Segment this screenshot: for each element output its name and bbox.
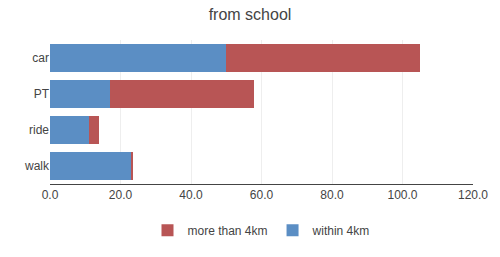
svg-text:120.0: 120.0: [458, 188, 488, 202]
svg-text:100.0: 100.0: [387, 188, 417, 202]
svg-text:20.0: 20.0: [109, 188, 133, 202]
svg-text:60.0: 60.0: [250, 188, 274, 202]
svg-text:ride: ride: [29, 123, 49, 137]
svg-text:within 4km: within 4km: [312, 224, 370, 238]
svg-text:car: car: [32, 51, 49, 65]
svg-text:PT: PT: [34, 87, 50, 101]
svg-text:80.0: 80.0: [320, 188, 344, 202]
svg-text:more than 4km: more than 4km: [188, 224, 268, 238]
svg-text:from school: from school: [209, 6, 292, 23]
svg-text:walk: walk: [24, 159, 50, 173]
svg-text:40.0: 40.0: [179, 188, 203, 202]
svg-text:0.0: 0.0: [42, 188, 59, 202]
